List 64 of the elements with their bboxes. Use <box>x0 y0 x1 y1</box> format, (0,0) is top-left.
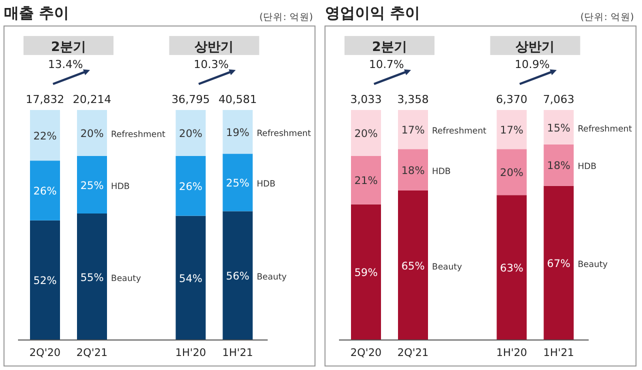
series-label: Refreshment <box>111 130 166 140</box>
x-tick-label: 2Q'21 <box>397 347 429 359</box>
text: HDB <box>256 179 276 190</box>
text: 3,358 <box>397 93 429 106</box>
data-label: 17% <box>500 124 524 137</box>
data-label: 15% <box>547 122 570 134</box>
data-label: 25% <box>226 177 250 190</box>
data-label: 52% <box>33 275 57 288</box>
data-label: 19% <box>226 126 250 139</box>
text: 10.9% <box>514 58 550 71</box>
data-label: 56% <box>226 270 250 283</box>
data-label: 59% <box>354 267 378 280</box>
data-label: 18% <box>547 160 570 172</box>
data-label: 65% <box>401 260 425 272</box>
text: Beauty <box>578 260 608 270</box>
text: 10.3% <box>194 58 229 71</box>
data-label: 67% <box>547 258 570 270</box>
text: 3,033 <box>350 93 382 106</box>
text: HDB <box>578 162 596 172</box>
data-label: 54% <box>179 272 202 285</box>
series-label: Beauty <box>111 274 142 284</box>
series-label: HDB <box>432 166 451 177</box>
x-tick-label: 2Q'20 <box>29 347 61 359</box>
x-tick-label: 2Q'21 <box>76 347 108 359</box>
chart-subtitle: (단위: 억원) <box>259 12 313 23</box>
data-label: 26% <box>179 180 202 193</box>
data-label: 17% <box>401 124 425 137</box>
text: Refreshment <box>578 124 632 134</box>
x-tick-label: 2Q'20 <box>350 347 382 359</box>
text: 상반기 <box>194 40 234 55</box>
data-label: 55% <box>80 272 104 284</box>
chart-subtitle: (단위: 억원) <box>580 12 634 23</box>
text: 36,795 <box>171 93 210 106</box>
data-label: 20% <box>500 167 524 180</box>
data-label: 25% <box>80 180 104 192</box>
text: 20,214 <box>72 93 112 106</box>
data-label: 18% <box>401 164 425 177</box>
text: 6,370 <box>496 93 528 106</box>
chart-title: 영업이익 추이 <box>325 4 420 22</box>
text: 2분기 <box>50 40 86 55</box>
text: 13.4% <box>48 58 83 71</box>
text: 상반기 <box>516 40 555 55</box>
text: Beauty <box>256 272 287 283</box>
data-label: 20% <box>80 128 104 140</box>
text: 40,581 <box>218 93 257 106</box>
data-label: 20% <box>354 128 378 140</box>
series-label: Beauty <box>432 262 462 272</box>
text: 7,063 <box>542 93 574 106</box>
x-tick-label: 1H'20 <box>496 347 528 359</box>
series-label: Refreshment <box>432 126 487 137</box>
data-label: 26% <box>33 186 57 198</box>
data-label: 63% <box>500 262 524 275</box>
data-label: 21% <box>354 175 378 188</box>
data-label: 20% <box>179 128 202 140</box>
text: Refreshment <box>256 128 312 139</box>
chart-title: 매출 추이 <box>4 4 70 22</box>
x-tick-label: 1H'21 <box>543 347 574 359</box>
text: 10.7% <box>369 58 404 71</box>
text: 17,832 <box>26 93 64 106</box>
x-tick-label: 1H'21 <box>222 347 254 359</box>
series-label: HDB <box>111 182 130 192</box>
data-label: 22% <box>33 130 57 142</box>
text: 2분기 <box>372 40 408 55</box>
x-tick-label: 1H'20 <box>175 347 206 359</box>
